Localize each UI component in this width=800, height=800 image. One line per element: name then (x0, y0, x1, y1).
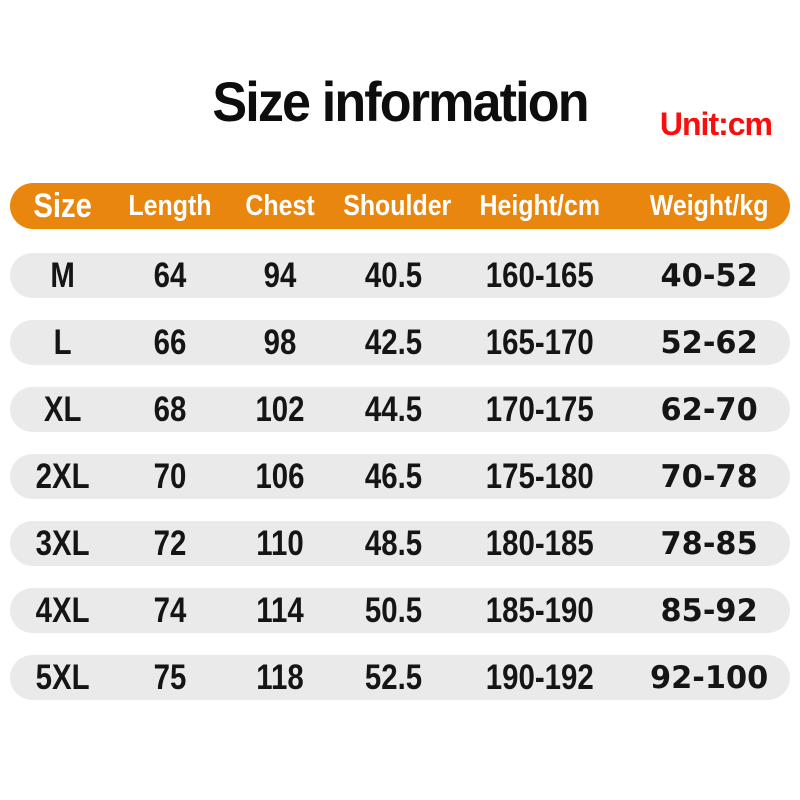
length-cell: 75 (153, 657, 187, 697)
shoulder-cell: 42.5 (365, 322, 423, 362)
column-header-size: Size (33, 186, 92, 225)
chest-cell: 110 (256, 523, 304, 563)
size-cell: XL (43, 389, 82, 429)
table-body: M 64 94 40.5 160-165 40-52 L 66 98 42.5 … (10, 253, 790, 700)
height-cell: 180-185 (486, 523, 594, 563)
chest-cell: 98 (263, 322, 297, 362)
weight-cell: 52-62 (660, 324, 758, 361)
column-header-weight: Weight/kg (649, 189, 769, 222)
table-header-row: Size Length Chest Shoulder Height/cm Wei… (10, 183, 790, 229)
weight-cell: 85-92 (660, 592, 758, 629)
shoulder-cell: 50.5 (365, 590, 423, 630)
length-cell: 66 (153, 322, 187, 362)
chest-cell: 102 (255, 389, 305, 429)
column-header-length: Length (128, 189, 212, 222)
shoulder-cell: 48.5 (365, 523, 423, 563)
size-cell: 3XL (35, 523, 90, 563)
column-header-chest: Chest (245, 189, 315, 222)
height-cell: 190-192 (486, 657, 594, 697)
table-row: XL 68 102 44.5 170-175 62-70 (10, 387, 790, 432)
unit-label: Unit:cm (659, 106, 773, 142)
shoulder-cell: 44.5 (365, 389, 423, 429)
chest-cell: 114 (256, 590, 304, 630)
weight-cell: 78-85 (660, 525, 758, 562)
length-cell: 74 (153, 590, 187, 630)
table-row: 3XL 72 110 48.5 180-185 78-85 (10, 521, 790, 566)
shoulder-cell: 40.5 (365, 255, 423, 295)
size-cell: M (50, 255, 75, 295)
table-row: 4XL 74 114 50.5 185-190 85-92 (10, 588, 790, 633)
shoulder-cell: 52.5 (365, 657, 423, 697)
column-header-shoulder: Shoulder (343, 189, 452, 222)
table-row: 5XL 75 118 52.5 190-192 92-100 (10, 655, 790, 700)
length-cell: 70 (153, 456, 187, 496)
height-cell: 170-175 (486, 389, 594, 429)
table-row: L 66 98 42.5 165-170 52-62 (10, 320, 790, 365)
chest-cell: 118 (256, 657, 304, 697)
weight-cell: 40-52 (660, 257, 758, 294)
weight-cell: 70-78 (660, 458, 758, 495)
page-title: Size information (212, 70, 589, 133)
length-cell: 72 (153, 523, 187, 563)
size-cell: L (53, 322, 72, 362)
height-cell: 175-180 (486, 456, 594, 496)
size-cell: 2XL (35, 456, 90, 496)
column-header-height: Height/cm (479, 189, 601, 222)
table-row: 2XL 70 106 46.5 175-180 70-78 (10, 454, 790, 499)
length-cell: 64 (153, 255, 187, 295)
height-cell: 160-165 (486, 255, 594, 295)
table-row: M 64 94 40.5 160-165 40-52 (10, 253, 790, 298)
height-cell: 185-190 (486, 590, 594, 630)
size-cell: 4XL (35, 590, 90, 630)
size-cell: 5XL (35, 657, 90, 697)
weight-cell: 92-100 (649, 659, 769, 696)
height-cell: 165-170 (486, 322, 594, 362)
weight-cell: 62-70 (660, 391, 758, 428)
shoulder-cell: 46.5 (365, 456, 423, 496)
size-table: Size Length Chest Shoulder Height/cm Wei… (10, 183, 790, 722)
chest-cell: 94 (263, 255, 297, 295)
length-cell: 68 (153, 389, 187, 429)
chest-cell: 106 (255, 456, 305, 496)
